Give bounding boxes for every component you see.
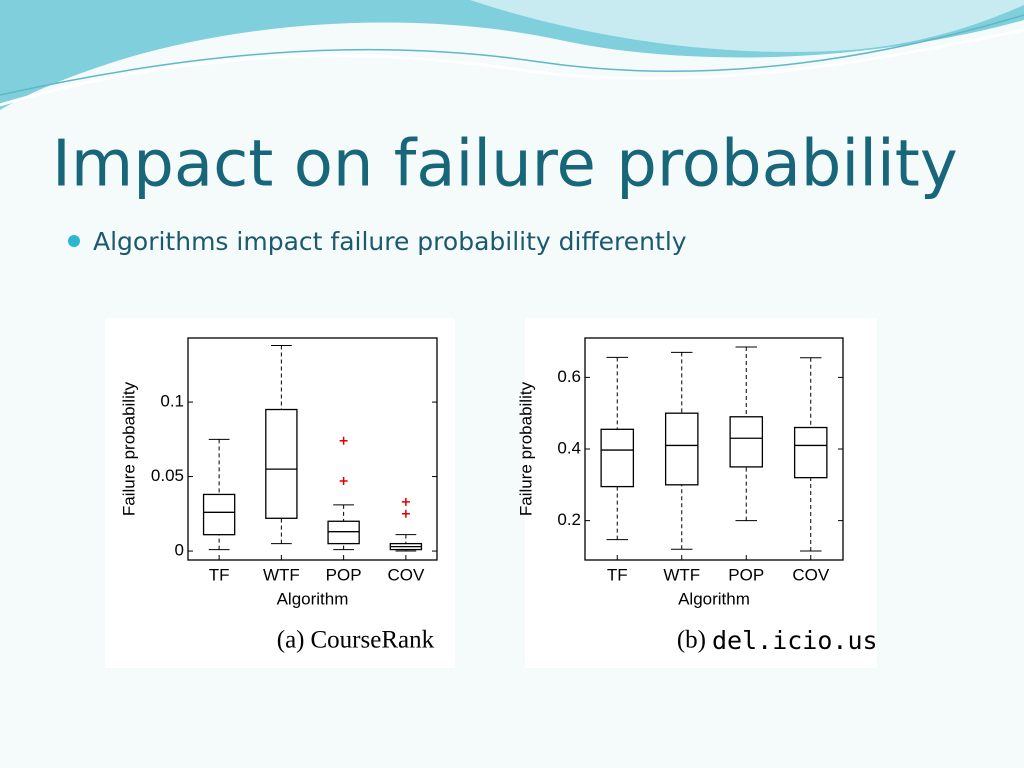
x-tick-label: WTF xyxy=(663,565,700,584)
y-tick-label: 0.1 xyxy=(160,392,184,411)
x-tick-label: POP xyxy=(326,565,362,584)
box xyxy=(327,520,360,545)
x-tick-label: TF xyxy=(607,565,628,584)
outlier xyxy=(401,509,410,518)
box xyxy=(265,408,298,519)
caption-label: (b) xyxy=(677,627,706,654)
y-tick-label: 0.2 xyxy=(557,510,581,529)
outlier xyxy=(401,497,410,506)
y-tick-label: 0 xyxy=(175,541,184,560)
bullet-text: Algorithms impact failure probability di… xyxy=(93,227,687,256)
bullet-dot xyxy=(68,235,80,247)
box xyxy=(729,416,764,468)
caption: CourseRank xyxy=(311,627,435,654)
outlier xyxy=(339,436,348,445)
wave xyxy=(0,0,1024,52)
y-tick-label: 0.4 xyxy=(557,438,581,457)
x-axis-label: Algorithm xyxy=(277,589,349,608)
chart-panel xyxy=(525,318,877,668)
plot-frame xyxy=(187,337,438,561)
x-axis-label: Algorithm xyxy=(678,589,750,608)
box xyxy=(664,412,699,486)
y-axis-label: Failure probability xyxy=(516,381,535,516)
x-tick-label: COV xyxy=(387,565,425,584)
y-axis-label: Failure probability xyxy=(119,381,138,516)
chart-panel xyxy=(105,318,455,668)
x-tick-label: TF xyxy=(209,565,230,584)
x-tick-label: COV xyxy=(792,565,830,584)
y-tick-label: 0.6 xyxy=(557,367,581,386)
slide-title: Impact on failure probability xyxy=(52,128,958,202)
caption-label: (a) xyxy=(277,627,305,654)
box xyxy=(600,428,635,488)
caption: del.icio.us xyxy=(712,626,878,655)
wave-line xyxy=(0,28,1024,107)
box xyxy=(202,493,236,536)
outlier xyxy=(339,477,348,486)
x-tick-label: WTF xyxy=(263,565,300,584)
wave-line xyxy=(0,14,1024,96)
y-tick-label: 0.05 xyxy=(151,466,184,485)
box xyxy=(793,426,828,479)
x-tick-label: POP xyxy=(728,565,764,584)
